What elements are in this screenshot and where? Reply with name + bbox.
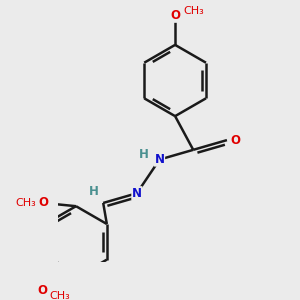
Text: CH₃: CH₃ — [15, 198, 36, 208]
Text: O: O — [230, 134, 240, 147]
Text: O: O — [37, 284, 47, 297]
Text: O: O — [170, 9, 180, 22]
Text: H: H — [138, 148, 148, 161]
Text: H: H — [89, 185, 99, 198]
Text: O: O — [39, 196, 49, 209]
Text: CH₃: CH₃ — [183, 6, 204, 16]
Text: CH₃: CH₃ — [50, 291, 70, 300]
Text: N: N — [132, 187, 142, 200]
Text: N: N — [154, 153, 165, 166]
